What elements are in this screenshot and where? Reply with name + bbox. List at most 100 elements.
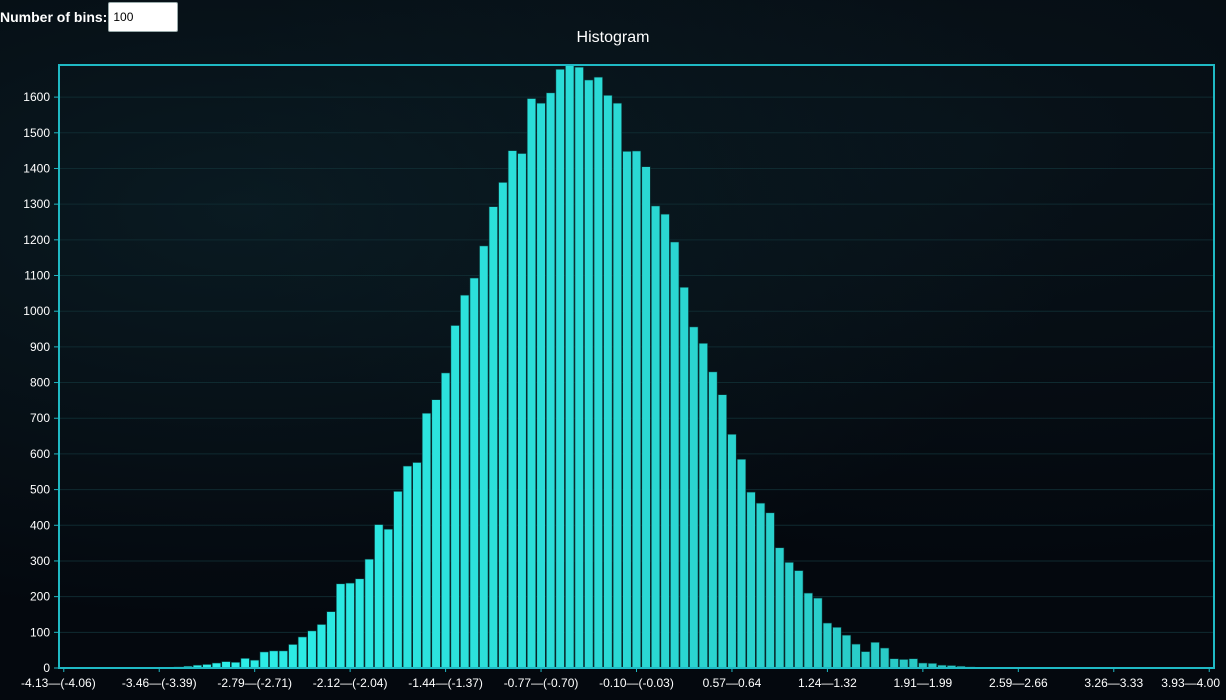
histogram-bar <box>240 658 250 669</box>
y-tick-label: 1100 <box>24 269 50 283</box>
y-tick-label: 600 <box>30 447 50 461</box>
histogram-bar <box>297 636 307 669</box>
histogram-bar <box>469 277 479 669</box>
histogram-bar <box>593 76 603 669</box>
histogram-bar <box>851 643 861 669</box>
histogram-bar <box>460 294 470 669</box>
histogram-bar <box>670 241 680 669</box>
histogram-bar <box>316 624 327 669</box>
bins-control: Number of bins: <box>0 0 179 34</box>
histogram-bar <box>336 583 346 669</box>
histogram-bar <box>498 182 508 669</box>
histogram-bar <box>794 570 804 669</box>
histogram-bar <box>784 562 794 669</box>
y-tick-label: 1000 <box>23 304 50 318</box>
x-tick-label: -0.77—(-0.70) <box>504 676 579 690</box>
histogram-bar <box>288 644 298 669</box>
histogram-bar <box>402 465 412 669</box>
y-tick-label: 400 <box>30 518 50 532</box>
histogram-bar <box>536 102 546 669</box>
histogram-bar <box>355 578 365 669</box>
x-tick-label: 3.26—3.33 <box>1084 676 1143 690</box>
histogram-bar <box>546 92 556 669</box>
bins-input[interactable] <box>108 2 179 32</box>
histogram-bar <box>641 166 651 669</box>
histogram-bar <box>364 558 374 669</box>
histogram-bar <box>412 462 422 669</box>
histogram-bar <box>727 433 737 669</box>
y-tick-label: 300 <box>30 554 50 568</box>
histogram-bar <box>269 650 279 669</box>
histogram-bar <box>746 491 756 669</box>
x-tick-label: 0.57—0.64 <box>703 676 762 690</box>
histogram-bar <box>631 150 642 669</box>
x-tick-label: 2.59—2.66 <box>989 676 1048 690</box>
histogram-bar <box>383 528 393 669</box>
y-axis-ticks: 0 100 200 300 400 500 600 700 800 900 1000 1100 1200… <box>23 90 59 675</box>
histogram-bar <box>717 394 727 669</box>
y-tick-label: 700 <box>30 411 50 425</box>
histogram-bar <box>813 597 823 669</box>
histogram-bar <box>441 372 451 669</box>
histogram-bar <box>431 399 441 669</box>
histogram-bar <box>603 95 613 669</box>
x-tick-label: 1.91—1.99 <box>894 676 953 690</box>
y-tick-label: 100 <box>30 625 50 639</box>
x-tick-label: 1.24—1.32 <box>798 676 857 690</box>
histogram-bar <box>870 642 880 669</box>
histogram-bar <box>622 151 632 669</box>
y-tick-label: 200 <box>30 590 50 604</box>
x-tick-label: 3.93—4.00 <box>1161 676 1220 690</box>
histogram-bar <box>307 630 317 669</box>
x-tick-label: -2.79—(-2.71) <box>217 676 292 690</box>
y-tick-label: 1400 <box>23 161 50 175</box>
histogram-bar <box>889 658 899 669</box>
histogram-bar <box>679 286 689 669</box>
histogram-bar <box>374 524 384 669</box>
histogram-bar <box>841 634 852 669</box>
histogram-bar <box>775 547 785 669</box>
x-axis-ticks: -4.13—(-4.06) -3.46—(-3.39) -2.79—(-2.71) -… <box>21 668 1220 690</box>
histogram-bar <box>574 66 584 669</box>
histogram-bar <box>517 153 527 669</box>
histogram-bar <box>803 592 813 669</box>
histogram-bar <box>565 64 575 669</box>
y-tick-label: 800 <box>30 376 50 390</box>
histogram-bar <box>278 650 288 669</box>
histogram-bar <box>526 98 537 669</box>
bins-label: Number of bins: <box>0 9 108 25</box>
histogram-bar <box>765 512 775 669</box>
histogram-bar <box>393 491 403 669</box>
y-tick-label: 500 <box>30 483 50 497</box>
histogram-bar <box>259 651 269 669</box>
y-tick-label: 1500 <box>23 126 50 140</box>
histogram-bar <box>345 582 355 669</box>
y-tick-label: 900 <box>30 340 50 354</box>
histogram-bar <box>507 150 517 669</box>
histogram-bar <box>479 245 489 669</box>
y-tick-label: 1600 <box>23 90 50 104</box>
x-tick-label: -0.10—(-0.03) <box>599 676 674 690</box>
histogram-bar <box>250 659 260 669</box>
bars <box>59 64 1100 669</box>
histogram-bar <box>736 458 747 669</box>
histogram-bar <box>651 205 661 669</box>
histogram-bar <box>421 412 432 669</box>
y-tick-label: 0 <box>43 661 50 675</box>
x-tick-label: -2.12—(-2.04) <box>313 676 388 690</box>
histogram-bar <box>908 658 918 669</box>
histogram-bar <box>756 502 766 669</box>
histogram-bar <box>899 659 909 669</box>
x-tick-label: -4.13—(-4.06) <box>21 676 96 690</box>
histogram-bar <box>660 213 670 669</box>
histogram-bar <box>326 611 336 669</box>
histogram-bar <box>555 68 565 669</box>
chart-title: Histogram <box>577 29 650 46</box>
x-tick-label: -3.46—(-3.39) <box>122 676 197 690</box>
histogram-bar <box>689 326 699 669</box>
histogram-bar <box>861 651 871 669</box>
histogram-bar <box>880 647 890 669</box>
y-tick-label: 1200 <box>23 233 50 247</box>
histogram-bar <box>698 343 708 669</box>
